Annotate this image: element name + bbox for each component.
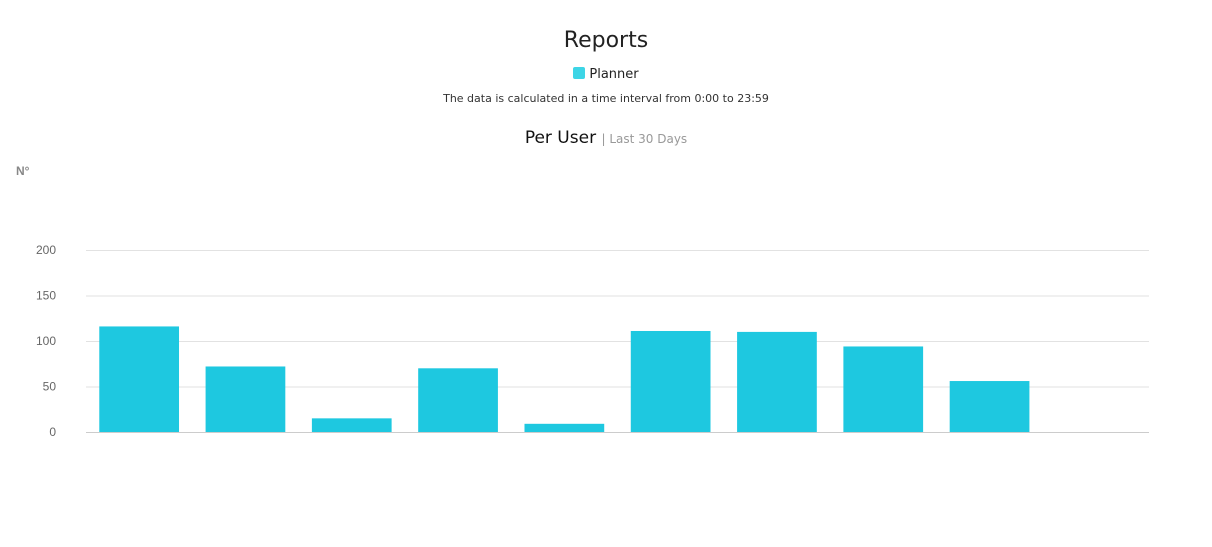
bar[interactable] xyxy=(311,418,392,432)
y-tick-label: 50 xyxy=(43,380,57,394)
bar[interactable] xyxy=(949,381,1030,432)
time-interval-note: The data is calculated in a time interva… xyxy=(443,92,769,105)
y-tick-label: 200 xyxy=(36,243,56,257)
y-tick-label: 0 xyxy=(49,425,56,439)
bar[interactable] xyxy=(99,326,180,432)
chart-period: | Last 30 Days xyxy=(601,132,688,146)
legend-swatch[interactable] xyxy=(573,67,586,79)
bar[interactable] xyxy=(418,368,498,432)
bar[interactable] xyxy=(205,366,286,432)
page-title: Reports xyxy=(563,28,649,53)
bar[interactable] xyxy=(524,423,605,432)
y-tick-label: 100 xyxy=(36,334,56,348)
legend-label[interactable]: Planner xyxy=(589,67,639,82)
bar[interactable] xyxy=(737,331,817,432)
y-tick-label: 150 xyxy=(36,289,56,303)
chart-legend[interactable]: Planner xyxy=(0,67,1212,82)
y-axis-unit: N° xyxy=(16,164,30,178)
chart-title: Per User | Last 30 Days xyxy=(0,128,1212,148)
bars xyxy=(99,326,1030,432)
chart-title-text: Per User xyxy=(524,128,597,148)
bar[interactable] xyxy=(630,330,711,432)
y-axis-ticks: 0 50 100 150 200 xyxy=(36,243,56,439)
bar[interactable] xyxy=(843,346,924,432)
